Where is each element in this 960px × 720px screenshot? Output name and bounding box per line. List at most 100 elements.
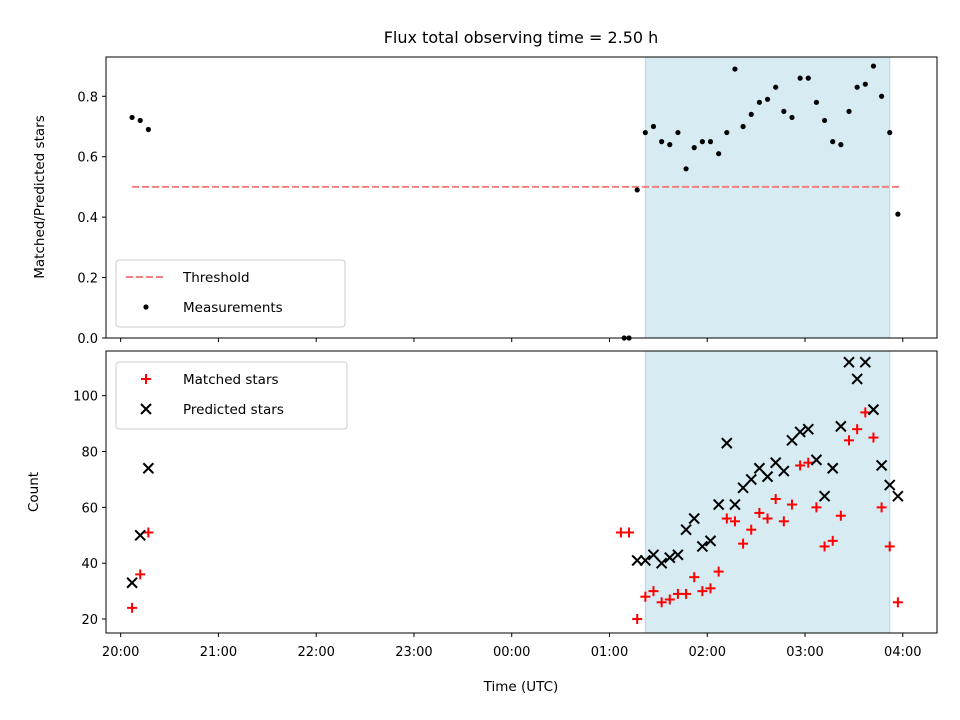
matched-star-marker: [892, 597, 903, 608]
matched-star-marker: [811, 502, 822, 513]
marker-stroke: [867, 403, 880, 416]
legend-label: Threshold: [182, 270, 250, 286]
predicted-star-marker: [875, 459, 888, 472]
measurement-point: [667, 142, 673, 148]
marker-stroke: [778, 465, 790, 477]
marker-stroke: [712, 498, 725, 511]
predicted-star-marker: [655, 557, 668, 569]
legend-label: Matched stars: [183, 372, 279, 388]
marker-stroke: [696, 540, 709, 553]
predicted-star-marker: [680, 523, 692, 536]
predicted-star-marker: [688, 512, 700, 525]
top-y-axis-label: Matched/Predicted stars: [32, 115, 48, 278]
predicted-star-marker: [745, 473, 757, 486]
x-tick-label: 00:00: [493, 645, 530, 660]
measurement-point: [870, 63, 877, 69]
predicted-star-marker: [802, 423, 814, 435]
predicted-star-marker: [778, 465, 790, 477]
measurement-point: [699, 139, 705, 145]
matched-star-marker: [689, 572, 700, 583]
marker-stroke: [875, 459, 888, 472]
y-tick-label: 20: [81, 613, 98, 628]
matched-star-marker: [844, 435, 855, 446]
measurement-point: [838, 142, 844, 148]
measurement-point: [675, 129, 681, 136]
matched-star-marker: [803, 457, 814, 468]
legend-box: [115, 361, 348, 430]
marker-stroke: [892, 490, 904, 502]
measurement-point: [748, 111, 754, 118]
matched-star-marker: [632, 614, 643, 625]
series-1: [129, 63, 901, 341]
matched-star-marker: [860, 407, 871, 418]
predicted-star-marker: [794, 426, 806, 438]
predicted-star-marker: [729, 498, 741, 511]
x-tick-label: 01:00: [591, 645, 628, 660]
predicted-star-marker: [134, 529, 146, 541]
y-tick-label: 100: [73, 390, 98, 405]
x-axis-label: Time (UTC): [483, 679, 559, 695]
plot-frame: [105, 350, 938, 634]
measurement-point: [634, 187, 640, 193]
matched-star-marker: [143, 527, 154, 538]
marker-stroke: [810, 454, 823, 466]
marker-stroke: [655, 557, 668, 569]
predicted-star-marker: [761, 470, 774, 483]
measurement-point: [650, 123, 657, 130]
marker-stroke: [680, 523, 692, 536]
matched-star-marker: [868, 432, 879, 443]
predicted-star-marker: [696, 540, 709, 553]
measurement-point: [145, 126, 151, 133]
marker-stroke: [802, 423, 814, 435]
legend-label: Predicted stars: [183, 402, 284, 418]
marker-stroke: [647, 549, 660, 561]
matched-star-marker: [778, 516, 789, 527]
matched-star-marker: [762, 513, 773, 524]
plot-frame: [105, 56, 938, 339]
legend-entry: Predicted stars: [140, 402, 284, 418]
matched-star-marker: [852, 424, 863, 435]
x-tick-label: 03:00: [786, 645, 823, 660]
y-tick-label: 0.4: [77, 211, 98, 226]
measurement-point: [740, 123, 746, 130]
legend: Threshold Measurements: [115, 259, 346, 328]
marker-stroke: [761, 470, 774, 483]
x-tick-label: 20:00: [102, 645, 139, 660]
measurement-point: [707, 139, 714, 145]
marker-stroke: [769, 456, 782, 469]
legend-box: [115, 259, 346, 328]
marker-stroke: [134, 529, 146, 541]
measurement-point: [813, 99, 820, 105]
series-1: [126, 356, 904, 589]
predicted-star-marker: [126, 577, 138, 589]
predicted-star-marker: [639, 554, 652, 567]
measurement-point: [137, 117, 143, 124]
matched-star-marker: [835, 510, 846, 521]
predicted-star-marker: [142, 462, 155, 474]
shaded-region: [644, 56, 891, 339]
measurement-point: [830, 139, 836, 145]
matched-star-marker: [884, 541, 895, 552]
matched-star-marker: [795, 460, 806, 471]
marker-stroke: [142, 462, 155, 474]
matched-star-marker: [705, 583, 716, 594]
marker-stroke: [794, 426, 806, 438]
measurement-point: [724, 129, 730, 136]
matched-star-marker: [770, 493, 781, 504]
predicted-star-marker: [851, 373, 863, 385]
top-panel: 0.0 0.2 0.4 0.6 0.8 Threshold Measurements: [77, 56, 938, 347]
marker-stroke: [126, 577, 138, 589]
shaded-region: [644, 350, 891, 634]
matched-star-marker: [640, 591, 651, 602]
measurement-point: [879, 93, 885, 99]
matched-star-marker: [624, 527, 635, 538]
matched-star-marker: [681, 588, 692, 599]
legend-entry: Threshold: [126, 270, 250, 286]
matched-star-marker: [738, 538, 749, 549]
x-tick-label: 04:00: [884, 645, 921, 660]
marker-stroke: [753, 462, 766, 474]
matched-star-marker: [754, 507, 765, 518]
marker-stroke: [688, 512, 700, 525]
measurement-point: [773, 84, 779, 90]
